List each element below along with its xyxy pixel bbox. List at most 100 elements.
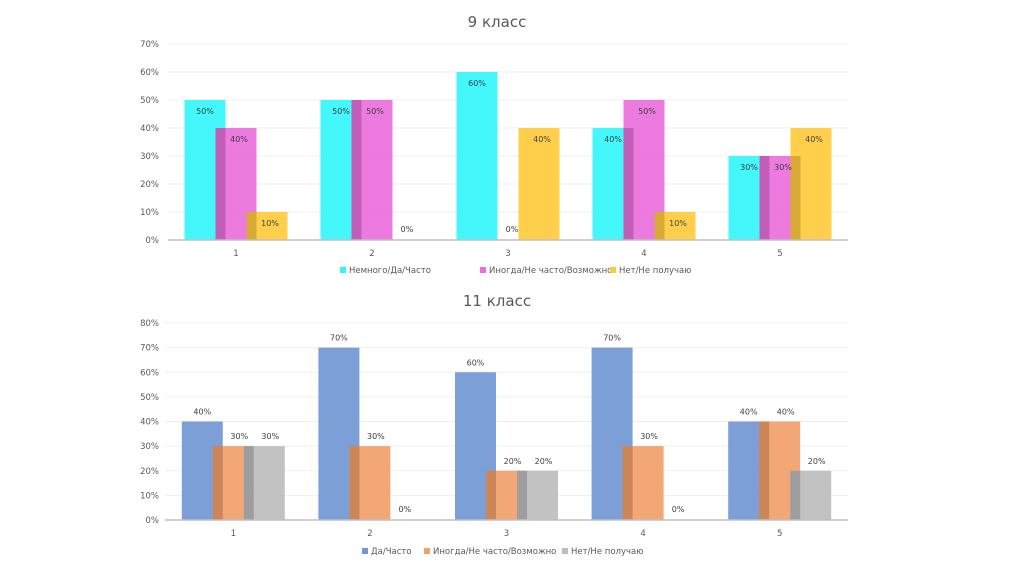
- x-tick-label: 1: [231, 529, 236, 539]
- bars: [181, 347, 832, 520]
- bar: [518, 128, 560, 240]
- data-label: 30%: [740, 163, 758, 172]
- legend-label: Нет/Не получаю: [619, 266, 691, 276]
- bar-overlap: [623, 128, 634, 240]
- legend: Да/Часто Иногда/Не часто/Возможно Нет/Не п…: [362, 547, 643, 557]
- legend-item: Да/Часто: [362, 547, 412, 557]
- y-tick-label: 0%: [146, 236, 160, 246]
- data-label: 10%: [669, 219, 687, 228]
- data-label: 50%: [638, 107, 656, 116]
- data-label: 40%: [777, 408, 795, 417]
- x-tick-label: 4: [640, 529, 645, 539]
- legend-item: Немного/Да/Часто: [340, 266, 431, 276]
- x-tick-label: 1: [233, 249, 238, 259]
- bars: [184, 72, 832, 240]
- y-tick-label: 80%: [140, 319, 159, 329]
- data-label: 20%: [535, 457, 553, 466]
- data-label: 30%: [774, 163, 792, 172]
- bar-overlap: [215, 128, 226, 240]
- data-label: 40%: [230, 135, 248, 144]
- y-tick-label: 50%: [140, 96, 159, 106]
- chart-title: 9 класс: [468, 13, 527, 31]
- data-label: 70%: [603, 334, 621, 343]
- legend-swatch: [562, 548, 568, 554]
- data-label: 30%: [640, 432, 658, 441]
- x-tick-label: 3: [504, 529, 509, 539]
- y-tick-label: 10%: [140, 208, 159, 218]
- y-axis-ticks: 0% 10% 20% 30% 40% 50% 60% 70%: [140, 40, 159, 246]
- bar-overlap: [349, 446, 360, 520]
- y-tick-label: 20%: [140, 467, 159, 477]
- data-label: 50%: [332, 107, 350, 116]
- bar-overlap: [246, 212, 257, 240]
- bar-overlap: [486, 470, 496, 520]
- x-tick-label: 5: [777, 529, 782, 539]
- data-label: 70%: [330, 334, 348, 343]
- bar-overlap: [654, 212, 665, 240]
- y-tick-label: 50%: [140, 393, 159, 403]
- data-label: 60%: [467, 358, 485, 367]
- data-label: 0%: [399, 505, 412, 514]
- x-tick-label: 5: [777, 249, 782, 259]
- data-label: 40%: [604, 135, 622, 144]
- chart-9-klass: 9 класс 0%10%20%30%40%50%60%70%50%40%10%…: [140, 13, 848, 276]
- chart-11-klass: 11 класс 0%10%20%30%40%50%60%70%80%40%30…: [140, 292, 848, 557]
- x-tick-label: 4: [641, 249, 646, 259]
- y-axis-ticks: 0% 10% 20% 30% 40% 50% 60% 70% 80%: [140, 319, 159, 526]
- data-label: 30%: [367, 432, 385, 441]
- data-label: 0%: [401, 225, 414, 234]
- legend-item: Иногда/Не часто/Возможно: [424, 547, 556, 557]
- legend-label: Немного/Да/Часто: [349, 266, 431, 276]
- gridlines: [168, 43, 848, 213]
- bar-overlap: [517, 470, 527, 520]
- legend-swatch: [424, 548, 430, 554]
- bar: [456, 72, 498, 240]
- data-label: 50%: [366, 107, 384, 116]
- data-label: 40%: [805, 135, 823, 144]
- data-label: 60%: [468, 79, 486, 88]
- y-tick-label: 70%: [140, 40, 159, 50]
- bar-overlap: [351, 100, 362, 240]
- bar-overlap: [759, 421, 770, 520]
- data-label: 0%: [672, 505, 685, 514]
- legend-swatch: [480, 267, 486, 273]
- bar-overlap: [622, 446, 633, 520]
- legend-label: Иногда/Не часто/Возможно: [433, 547, 556, 557]
- y-tick-label: 20%: [140, 180, 159, 190]
- data-label: 0%: [506, 225, 519, 234]
- data-label: 30%: [230, 432, 248, 441]
- bar-overlap: [243, 446, 254, 520]
- y-tick-label: 30%: [140, 442, 159, 452]
- legend-item: Нет/Не получаю: [562, 547, 643, 557]
- legend-swatch: [362, 548, 368, 554]
- y-tick-label: 10%: [140, 491, 159, 501]
- y-tick-label: 40%: [140, 124, 159, 134]
- chart-title: 11 класс: [463, 292, 531, 310]
- legend-item: Нет/Не получаю: [610, 266, 691, 276]
- legend-item: Иногда/Не часто/Возможно: [480, 266, 612, 276]
- legend-label: Нет/Не получаю: [571, 547, 643, 557]
- data-label: 50%: [196, 107, 214, 116]
- legend: Немного/Да/Часто Иногда/Не часто/Возможно…: [340, 266, 691, 276]
- data-label: 20%: [808, 457, 826, 466]
- legend-label: Да/Часто: [371, 547, 412, 557]
- y-tick-label: 30%: [140, 152, 159, 162]
- x-tick-label: 2: [369, 249, 374, 259]
- y-tick-label: 60%: [140, 68, 159, 78]
- data-label: 40%: [533, 135, 551, 144]
- data-label: 30%: [261, 432, 279, 441]
- legend-label: Иногда/Не часто/Возможно: [489, 266, 612, 276]
- data-label: 10%: [261, 219, 279, 228]
- x-tick-label: 3: [505, 249, 510, 259]
- legend-swatch: [340, 267, 346, 273]
- data-labels: 40% 30% 30% 70% 30% 0% 60% 20% 20% 70% 30% 0% 40% 40%…: [193, 334, 826, 514]
- data-label: 40%: [740, 408, 758, 417]
- bar-overlap: [759, 156, 770, 240]
- bar-overlap: [790, 156, 801, 240]
- bar-overlap: [212, 446, 223, 520]
- data-label: 40%: [193, 408, 211, 417]
- y-tick-label: 0%: [146, 516, 160, 526]
- y-tick-label: 60%: [140, 368, 159, 378]
- bar-overlap: [790, 470, 801, 520]
